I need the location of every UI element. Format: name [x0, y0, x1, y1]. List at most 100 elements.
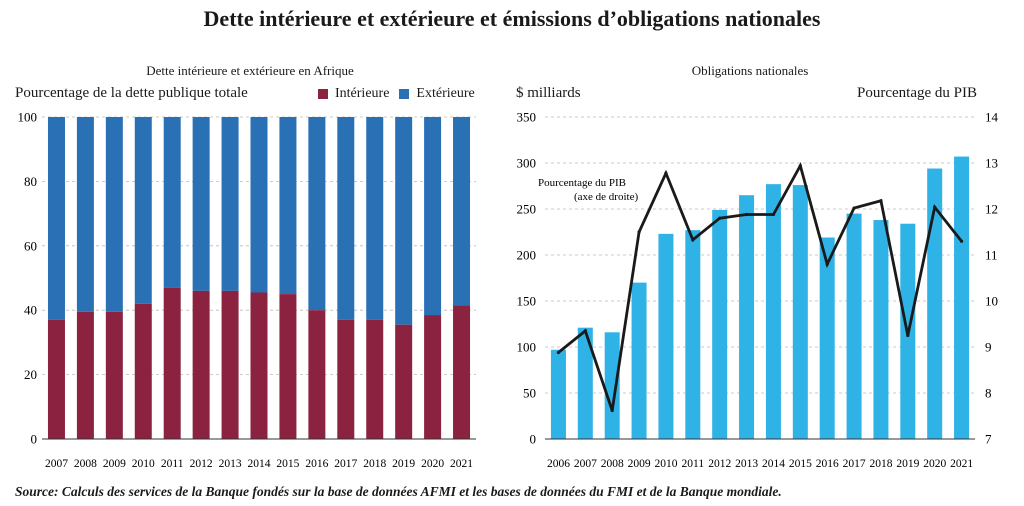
left-x-tick-label: 2011: [161, 458, 184, 470]
right-right-tick-label: 11: [985, 248, 998, 263]
left-x-tick-label: 2012: [190, 458, 213, 470]
legend-item-interieure: Intérieure: [318, 86, 389, 102]
bar-interieure: [366, 319, 384, 439]
pib-point: [852, 206, 856, 210]
pib-point: [556, 350, 561, 355]
right-right-tick-label: 8: [985, 386, 992, 401]
left-x-tick-label: 2021: [450, 458, 473, 470]
left-y-tick-label: 0: [31, 432, 38, 447]
bar-interieure: [308, 310, 326, 439]
bar-interieure: [192, 290, 210, 439]
left-x-tick-label: 2017: [334, 458, 357, 470]
right-right-tick-label: 7: [985, 432, 992, 447]
right-chart-title: Obligations nationales: [691, 63, 809, 78]
bar-interieure: [453, 305, 471, 439]
left-y-axis-title: Pourcentage de la dette publique totale: [15, 85, 248, 101]
bar-exterieure: [76, 117, 94, 312]
right-left-tick-label: 200: [517, 248, 537, 263]
right-right-tick-label: 12: [985, 202, 998, 217]
bar-exterieure: [163, 117, 181, 288]
bar-interieure: [163, 287, 181, 439]
pib-point: [637, 230, 641, 234]
bar-exterieure: [105, 117, 123, 312]
bar-interieure: [337, 319, 355, 439]
right-x-tick-label: 2008: [601, 458, 624, 470]
right-x-tick-label: 2015: [789, 458, 812, 470]
pib-point: [798, 164, 802, 168]
legend-label-exterieure: Extérieure: [416, 86, 475, 101]
right-x-tick-label: 2017: [843, 458, 866, 470]
bond-bar: [927, 168, 943, 439]
legend: Intérieure Extérieure: [318, 86, 485, 102]
bar-exterieure: [47, 117, 65, 320]
bar-interieure: [279, 294, 297, 439]
bond-bar: [712, 209, 728, 439]
left-x-tick-label: 2020: [421, 458, 444, 470]
left-x-tick-label: 2008: [74, 458, 97, 470]
left-x-tick-label: 2014: [248, 458, 271, 470]
right-left-tick-label: 0: [530, 432, 537, 447]
bond-bar: [819, 237, 835, 439]
right-x-tick-label: 2012: [708, 458, 731, 470]
bar-interieure: [105, 311, 123, 439]
bar-exterieure: [250, 117, 268, 293]
bond-bar: [873, 220, 889, 439]
bond-bar: [685, 230, 701, 439]
right-left-tick-label: 150: [517, 294, 537, 309]
right-right-tick-label: 10: [985, 294, 998, 309]
bond-bar: [604, 332, 620, 439]
bond-bar: [631, 282, 647, 439]
bar-interieure: [424, 315, 442, 439]
pib-point: [906, 333, 910, 338]
bar-exterieure: [221, 117, 239, 291]
bar-exterieure: [337, 117, 355, 320]
right-left-tick-label: 50: [523, 386, 536, 401]
left-x-tick-label: 2016: [305, 458, 328, 470]
left-x-tick-label: 2009: [103, 458, 126, 470]
bond-bar: [550, 349, 566, 439]
pib-point: [691, 238, 695, 242]
left-x-tick-label: 2018: [363, 458, 386, 470]
bond-bar: [846, 213, 862, 439]
left-x-tick-label: 2019: [392, 458, 415, 470]
legend-label-interieure: Intérieure: [335, 86, 390, 101]
left-x-tick-label: 2015: [276, 458, 299, 470]
bar-interieure: [47, 319, 65, 439]
bar-interieure: [134, 303, 152, 439]
right-x-tick-label: 2011: [682, 458, 705, 470]
left-y-tick-label: 20: [24, 367, 37, 382]
right-left-tick-label: 300: [517, 156, 537, 171]
bar-exterieure: [279, 117, 297, 295]
left-x-tick-label: 2013: [219, 458, 242, 470]
left-x-tick-label: 2007: [45, 458, 68, 470]
bar-exterieure: [366, 117, 384, 320]
pib-line-label-sub: (axe de droite): [574, 191, 638, 203]
pib-line-label: Pourcentage du PIB: [538, 177, 626, 189]
bar-exterieure: [192, 117, 210, 291]
pib-point: [771, 212, 776, 217]
right-left-tick-label: 350: [517, 110, 537, 125]
bond-bar: [792, 185, 808, 439]
right-left-axis-title: $ milliards: [516, 85, 581, 101]
bar-interieure: [76, 311, 94, 439]
bar-exterieure: [453, 117, 471, 306]
pib-point: [825, 262, 829, 266]
bar-exterieure: [308, 117, 326, 311]
pib-point: [664, 171, 668, 175]
bar-exterieure: [395, 117, 413, 325]
bond-bar: [765, 184, 781, 439]
pib-point: [744, 212, 749, 217]
left-chart-title: Dette intérieure et extérieure en Afriqu…: [146, 63, 354, 78]
pib-point: [933, 205, 937, 209]
left-y-tick-label: 80: [24, 174, 37, 189]
pib-point: [718, 216, 722, 220]
right-right-tick-label: 13: [985, 156, 998, 171]
bond-bar: [577, 327, 593, 439]
left-y-tick-label: 40: [24, 303, 37, 318]
right-x-tick-label: 2019: [896, 458, 919, 470]
right-x-tick-label: 2009: [628, 458, 651, 470]
right-x-tick-label: 2006: [547, 458, 570, 470]
right-x-tick-label: 2020: [923, 458, 946, 470]
pib-point: [610, 408, 614, 413]
legend-item-exterieure: Extérieure: [399, 86, 475, 102]
